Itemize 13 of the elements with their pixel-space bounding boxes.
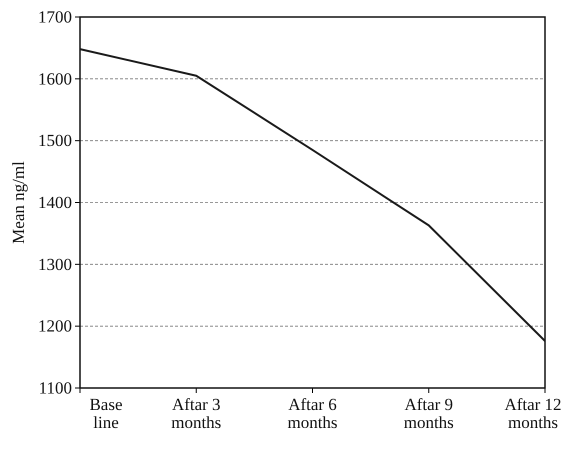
x-tick-label: Base line [89,395,123,432]
x-tick-label: Aftar 9 months [404,395,454,432]
y-tick-label: 1600 [38,69,72,88]
y-tick-label: 1400 [38,192,72,212]
x-tick-label: Aftar 6 months [287,395,338,432]
y-axis-title: Mean ng/ml [9,160,28,244]
y-tick-label: 1200 [38,316,72,336]
y-tick-label: 1700 [38,7,72,26]
y-tick-label: 1300 [38,254,72,274]
y-tick-label: 1100 [38,378,72,398]
y-tick-label: 1500 [38,131,72,150]
x-tick-label: Aftar 3 months [171,395,222,432]
x-tick-label: Aftar 12 months [504,395,562,432]
